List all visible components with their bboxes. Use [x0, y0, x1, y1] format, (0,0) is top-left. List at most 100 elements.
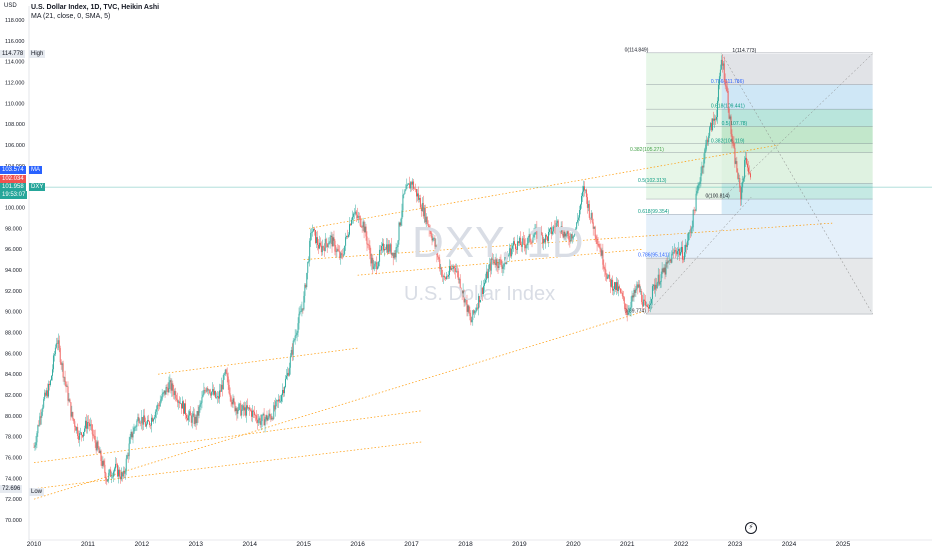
candle-body: [214, 391, 216, 395]
candle-body: [373, 266, 375, 269]
fib-diagonal: [721, 53, 873, 200]
candle-body: [721, 59, 723, 66]
candle-body: [318, 242, 320, 249]
x-tick-label: 2025: [836, 541, 851, 548]
fib-level-label: 0.5(102.313): [638, 178, 667, 184]
candle-body: [89, 424, 91, 427]
candle-body: [165, 387, 167, 395]
candle-body: [661, 268, 663, 275]
candle-body: [453, 266, 455, 268]
candle-body: [577, 219, 579, 223]
candle-body: [270, 415, 272, 420]
candle-body: [696, 191, 698, 194]
candle-body: [150, 425, 151, 426]
candle-body: [629, 309, 631, 311]
candle-body: [517, 241, 518, 250]
candle-body: [735, 161, 737, 164]
candle-body: [383, 243, 384, 251]
candle-body: [399, 222, 401, 226]
candle-body: [201, 397, 203, 403]
candle-body: [144, 415, 146, 423]
indicator-legend[interactable]: MA (21, close, 0, SMA, 5): [31, 13, 111, 20]
candle-body: [558, 230, 560, 232]
candle-body: [719, 69, 721, 77]
candle-body: [518, 237, 520, 244]
candle-body: [339, 251, 341, 258]
candle-body: [611, 279, 613, 287]
candle-body: [454, 267, 456, 272]
candle-body: [479, 296, 481, 303]
candle-body: [44, 392, 46, 400]
fib-band: [721, 183, 873, 200]
candle-body: [743, 178, 745, 182]
candle-body: [66, 386, 68, 387]
candle-body: [419, 198, 421, 208]
candle-body: [88, 422, 90, 427]
y-tick-label: 88.000: [5, 331, 22, 337]
candle-body: [139, 422, 141, 424]
candle-body: [119, 476, 121, 480]
candle-body: [652, 284, 654, 287]
candle-body: [157, 404, 159, 406]
candle-body: [130, 431, 132, 438]
candle-body: [646, 305, 648, 306]
candle-body: [550, 227, 551, 230]
candle-body: [598, 244, 600, 248]
lightning-icon[interactable]: ⚡: [745, 522, 757, 534]
candle-body: [287, 372, 289, 376]
candle-body: [523, 239, 525, 245]
candle-body: [56, 343, 58, 344]
fib-band: [721, 199, 873, 215]
candle-body: [179, 401, 181, 404]
candle-body: [492, 259, 494, 261]
candle-body: [340, 253, 342, 258]
candle-body: [351, 219, 352, 226]
candle-body: [526, 243, 528, 246]
candle-body: [359, 216, 361, 226]
candle-body: [109, 469, 111, 473]
candle-body: [724, 80, 726, 86]
candle-body: [651, 286, 653, 299]
candle-body: [417, 193, 419, 200]
candle-body: [205, 390, 207, 392]
candle-body: [732, 141, 734, 144]
candle-body: [252, 410, 254, 412]
candle-body: [623, 297, 625, 304]
candle-body: [404, 190, 406, 194]
candle-body: [166, 387, 168, 389]
candle-body: [434, 238, 436, 247]
candle-body: [588, 203, 590, 218]
candle-body: [543, 239, 545, 244]
y-tick-label: 74.000: [5, 476, 22, 482]
candle-body: [457, 271, 459, 280]
candle-body: [364, 226, 366, 233]
candle-body: [446, 276, 448, 279]
candle-body: [58, 340, 60, 349]
candle-body: [465, 298, 467, 300]
candle-body: [77, 427, 79, 436]
candle-body: [82, 435, 83, 437]
candle-body: [331, 235, 333, 247]
candle-body: [76, 427, 78, 431]
candle-body: [644, 299, 646, 302]
candle-body: [247, 405, 249, 409]
candle-body: [484, 279, 486, 283]
y-tick-label: 118.000: [5, 18, 24, 24]
candle-body: [240, 403, 242, 416]
candle-body: [98, 448, 100, 453]
candle-body: [91, 424, 93, 435]
candle-body: [346, 235, 348, 238]
candle-body: [291, 349, 293, 355]
candle-body: [251, 410, 252, 417]
candle-body: [282, 389, 283, 396]
channel-line: [33, 441, 423, 490]
candle-body: [361, 226, 363, 228]
candle-body: [266, 415, 268, 421]
candle-body: [254, 415, 256, 416]
candle-body: [572, 236, 574, 239]
candle-body: [328, 242, 330, 245]
candle-body: [702, 166, 704, 168]
candle-body: [437, 255, 439, 258]
